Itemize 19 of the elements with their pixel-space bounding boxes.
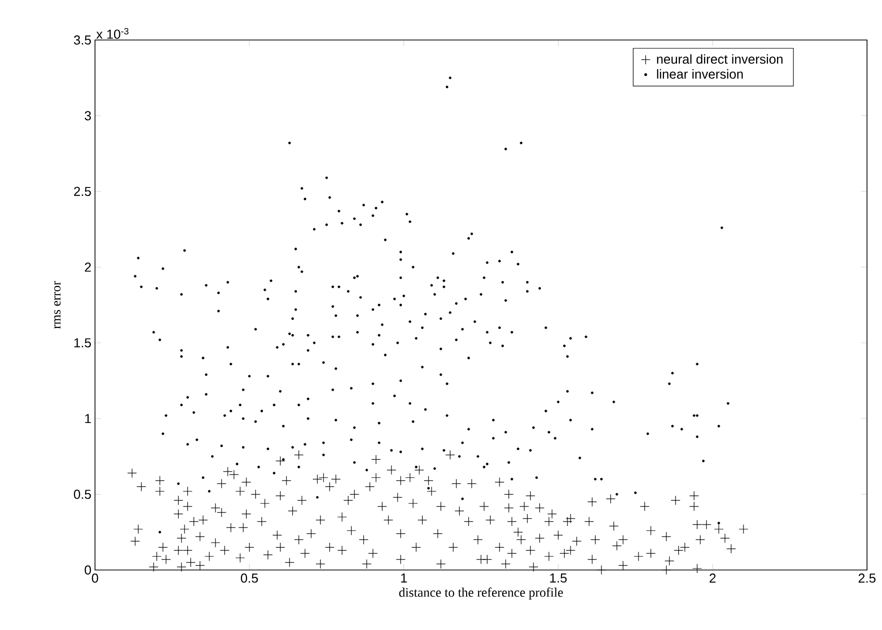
y-tick-label: 1.5 bbox=[74, 338, 91, 348]
y-tick-label: 2 bbox=[84, 262, 91, 272]
y-tick-label: 0.5 bbox=[74, 490, 91, 499]
legend-label: linear inversion bbox=[657, 69, 743, 79]
x-tick-label: 1 bbox=[401, 574, 407, 582]
x-tick-label: 0.5 bbox=[240, 574, 258, 583]
y-axis-title: rms error bbox=[54, 281, 61, 329]
text: x 10$^{-3}$ bbox=[96, 28, 128, 39]
y-tick-label: 3 bbox=[84, 111, 91, 120]
legend-label: neural direct inversion bbox=[657, 54, 782, 64]
x-tick-label: 1.5 bbox=[550, 574, 567, 583]
x-axis-title: distance to the reference profile bbox=[399, 588, 563, 600]
y-tick-label: 1 bbox=[85, 414, 91, 424]
x-tick-label: 0 bbox=[92, 574, 98, 583]
y-tick-label: 3.5 bbox=[74, 35, 91, 45]
x-tick-label: 2.5 bbox=[858, 574, 876, 583]
y-tick-label: 0 bbox=[84, 565, 91, 575]
x-tick-label: 2 bbox=[710, 574, 716, 583]
y-tick-label: 2.5 bbox=[74, 186, 91, 196]
